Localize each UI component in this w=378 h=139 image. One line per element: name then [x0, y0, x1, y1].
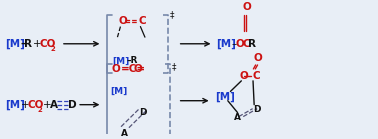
- Text: D: D: [139, 108, 147, 117]
- Text: O: O: [118, 16, 127, 26]
- Text: +: +: [21, 100, 29, 110]
- Text: ‡: ‡: [171, 62, 176, 71]
- Text: –: –: [232, 39, 237, 49]
- Text: C: C: [252, 71, 260, 81]
- Text: D: D: [253, 106, 261, 115]
- Text: CO: CO: [27, 100, 43, 110]
- Text: [M]: [M]: [110, 87, 127, 96]
- Text: O: O: [254, 53, 263, 63]
- Text: C: C: [138, 16, 146, 26]
- Text: =C=: =C=: [121, 64, 146, 74]
- Text: [M]: [M]: [216, 39, 236, 49]
- Text: O: O: [134, 64, 143, 74]
- Text: R: R: [25, 39, 33, 49]
- Text: [M]: [M]: [5, 39, 25, 49]
- Text: [M]: [M]: [5, 100, 25, 110]
- Text: O: O: [112, 64, 121, 74]
- Text: O: O: [235, 39, 244, 49]
- Text: A: A: [50, 100, 58, 110]
- Text: –: –: [21, 39, 26, 49]
- Text: A: A: [121, 129, 127, 138]
- Text: C: C: [242, 39, 250, 49]
- Text: D: D: [68, 100, 77, 110]
- Text: –R: –R: [127, 56, 138, 65]
- Text: [M]: [M]: [112, 56, 129, 65]
- Text: [M]: [M]: [215, 92, 235, 102]
- Text: 2: 2: [38, 107, 43, 113]
- Text: A: A: [234, 113, 241, 122]
- Text: 2: 2: [50, 46, 55, 52]
- Text: +: +: [33, 39, 41, 49]
- Text: CO: CO: [39, 39, 56, 49]
- Text: O: O: [240, 71, 248, 81]
- Text: ‡: ‡: [169, 10, 174, 19]
- Text: O: O: [242, 2, 251, 12]
- Text: R: R: [248, 39, 256, 49]
- Text: +: +: [43, 100, 52, 110]
